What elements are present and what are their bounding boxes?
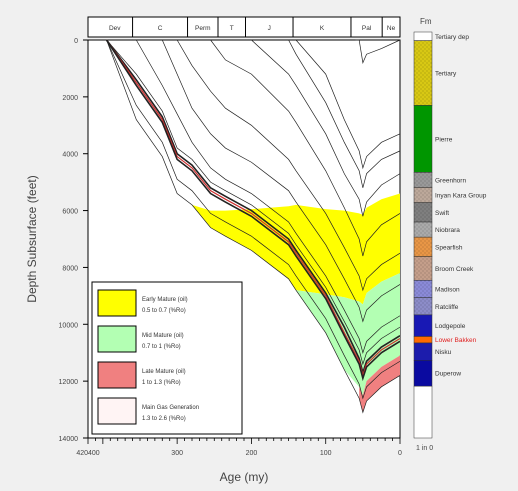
x-tick-label: 0 <box>398 450 402 457</box>
y-tick-label: 2000 <box>62 95 78 102</box>
column-unit-pattern <box>414 222 432 238</box>
formation-column: Fm 1 in 0 Tertiary dep Tertiary Pierre Gree… <box>413 17 487 452</box>
column-unit <box>413 105 433 173</box>
column-unit-pattern <box>414 256 432 281</box>
column-label: Greenhorn <box>435 177 466 184</box>
period-label: C <box>158 25 163 32</box>
burial-curve-madison <box>106 39 401 366</box>
y-tick-label: 0 <box>74 38 78 45</box>
legend-swatch <box>97 325 137 353</box>
column-label: Duperow <box>435 371 461 378</box>
period-header-frame <box>87 16 401 38</box>
y-tick-label: 4000 <box>62 152 78 159</box>
period-label: K <box>320 25 325 32</box>
period-label: Pal <box>362 25 372 32</box>
column-unit-pattern <box>414 237 432 257</box>
burial-curves <box>105 39 401 414</box>
period-label: Dev <box>109 25 121 32</box>
period-label: Ne <box>387 25 396 32</box>
column-unit <box>413 314 433 337</box>
column-unit <box>413 360 433 387</box>
y-tick-label: 6000 <box>62 209 78 216</box>
column-unit-pattern <box>414 202 432 223</box>
column-label: Swift <box>435 210 449 217</box>
burial-curve-swift <box>210 39 401 257</box>
column-unit <box>413 342 433 361</box>
legend-range: 0.5 to 0.7 (%Ro) <box>142 308 186 314</box>
column-label: Inyan Kara Group <box>435 193 487 200</box>
column-unit-pattern <box>414 172 432 188</box>
x-axis-label: Age (my) <box>220 470 269 484</box>
legend-range: 1.3 to 2.6 (%Ro) <box>142 416 186 422</box>
column-unit <box>413 31 433 41</box>
legend-swatch <box>97 361 137 389</box>
period-label: J <box>268 25 271 32</box>
y-tick-label: 8000 <box>62 265 78 272</box>
column-unit-pattern <box>414 187 432 203</box>
column-footer: 1 in 0 <box>416 445 433 452</box>
column-label: Spearfish <box>435 244 463 251</box>
early-mature-area <box>106 40 401 305</box>
column-label: Madison <box>435 286 460 293</box>
y-tick-label: 14000 <box>59 436 79 443</box>
column-unit-pattern <box>414 297 432 315</box>
y-tick-label: 12000 <box>59 379 79 386</box>
x-tick-label: 420400 <box>76 450 99 457</box>
column-label: Nisku <box>435 349 452 356</box>
legend-label: Mid Mature (oil) <box>142 333 184 339</box>
column-unit <box>413 385 433 439</box>
column-label: Lodgepole <box>435 323 466 330</box>
legend-range: 1 to 1.3 (%Ro) <box>142 380 181 386</box>
y-axis: 0 2000 4000 6000 8000 10000 12000 14000 <box>59 38 88 443</box>
burial-curve-lodgepole <box>105 39 401 376</box>
period-label: Perm <box>195 25 211 32</box>
column-label: Tertiary <box>435 71 457 78</box>
legend: Early Mature (oil) 0.5 to 0.7 (%Ro) Mid Ma… <box>91 281 243 435</box>
column-label: Tertiary dep <box>435 34 469 41</box>
burial-curve-duperow <box>106 39 401 400</box>
burial-curve-inyan-kara-group <box>251 39 401 217</box>
column-label: Broom Creek <box>435 266 474 273</box>
x-tick-label: 200 <box>246 450 258 457</box>
legend-swatch <box>97 289 137 317</box>
burial-curve-pierre <box>295 39 401 170</box>
burial-curve-opeche <box>135 39 401 354</box>
burial-curve-basement <box>106 39 401 414</box>
legend-swatch <box>97 397 137 425</box>
legend-range: 0.7 to 1 (%Ro) <box>142 344 181 350</box>
column-header: Fm <box>420 17 432 26</box>
x-tick-label: 100 <box>320 450 332 457</box>
column-unit <box>413 336 433 344</box>
x-tick-label: 300 <box>171 450 183 457</box>
column-unit-pattern <box>414 280 432 298</box>
mid-mature-area <box>106 40 401 396</box>
legend-label: Late Mature (oil) <box>142 369 186 375</box>
column-label: Pierre <box>435 136 453 143</box>
burial-curve-spearfish <box>176 39 401 292</box>
period-label: T <box>230 25 234 32</box>
burial-curve-lower-bakken <box>106 39 401 378</box>
burial-curve-nisku <box>105 39 401 382</box>
column-label: Niobrara <box>435 227 460 234</box>
burial-curve-minnekahta <box>161 39 401 323</box>
period-header: Dev C Perm T J K Pal Ne <box>87 16 401 38</box>
y-axis-label: Depth Subsurface (feet) <box>25 175 39 302</box>
column-label: Ratcliffe <box>435 304 459 311</box>
column-label: Lower Bakken <box>435 337 477 344</box>
column-unit-pattern <box>414 40 432 106</box>
legend-label: Main Gas Generation <box>142 405 199 411</box>
burial-curve-tertiary <box>355 39 401 64</box>
y-tick-label: 10000 <box>59 322 79 329</box>
burial-curve-greenhorn <box>288 39 401 188</box>
legend-label: Early Mature (oil) <box>142 297 188 303</box>
x-axis: 420400 300 200 100 0 <box>76 438 402 457</box>
